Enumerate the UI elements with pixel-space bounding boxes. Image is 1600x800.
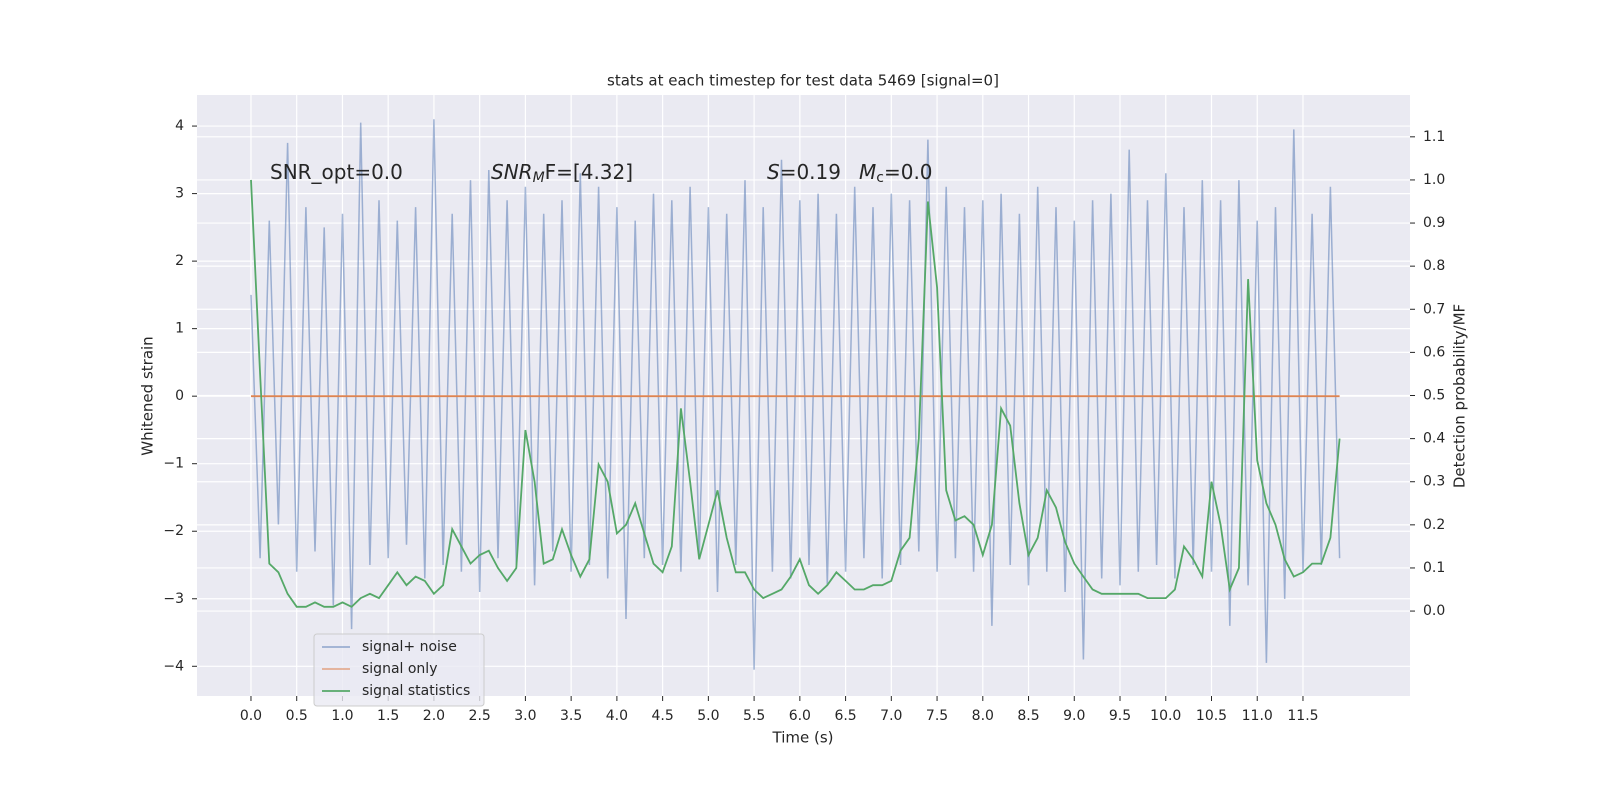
annotation-part: F=[4.32]	[545, 160, 633, 184]
y2-axis-label: Detection probability/MF	[1451, 304, 1469, 488]
y2-tick-label: 0.3	[1423, 474, 1445, 490]
y-axis-label: Whitened strain	[139, 336, 157, 455]
annotation: S=0.19	[767, 160, 841, 184]
x-tick-label: 1.0	[331, 708, 353, 724]
legend-label: signal statistics	[362, 683, 470, 699]
annotation-part: SNR	[491, 160, 533, 184]
y2-tick-label: 0.5	[1423, 388, 1445, 404]
x-tick-label: 11.0	[1242, 708, 1273, 724]
x-tick-label: 10.0	[1150, 708, 1181, 724]
x-tick-label: 5.5	[743, 708, 765, 724]
y2-tick-label: 0.7	[1423, 301, 1445, 317]
x-tick-label: 4.0	[606, 708, 628, 724]
y-tick-label: 0	[175, 388, 184, 404]
x-tick-label: 3.5	[560, 708, 582, 724]
y2-tick-label: 1.1	[1423, 129, 1445, 145]
y2-tick-label: 1.0	[1423, 172, 1445, 188]
x-tick-label: 5.0	[697, 708, 719, 724]
annotation: Mc=0.0	[859, 160, 933, 187]
x-tick-label: 2.0	[423, 708, 445, 724]
y-tick-label: 4	[175, 118, 184, 134]
y2-tick-label: 0.6	[1423, 344, 1445, 360]
x-tick-label: 6.5	[834, 708, 856, 724]
x-tick-label: 8.5	[1017, 708, 1039, 724]
y2-tick-label: 0.4	[1423, 431, 1445, 447]
legend-label: signal only	[362, 661, 437, 677]
y-tick-label: −2	[163, 523, 184, 539]
legend-label: signal+ noise	[362, 639, 457, 655]
annotation-part: =0.19	[780, 160, 841, 184]
y2-tick-label: 0.1	[1423, 560, 1445, 576]
legend-box	[313, 633, 485, 707]
legend: signal+ noise signal only signal statistic…	[313, 633, 485, 707]
annotation-part: M	[859, 160, 876, 184]
x-tick-label: 0.0	[240, 708, 262, 724]
series-line	[250, 179, 1341, 608]
x-tick-label: 4.5	[651, 708, 673, 724]
annotation: SNRMF=[4.32]	[491, 160, 633, 187]
x-tick-label: 9.0	[1063, 708, 1085, 724]
annotation-part: c	[876, 170, 884, 186]
x-tick-label: 9.5	[1109, 708, 1131, 724]
y-tick-label: 1	[175, 321, 184, 337]
x-tick-label: 0.5	[286, 708, 308, 724]
x-tick-label: 3.0	[514, 708, 536, 724]
series-line	[250, 119, 1341, 670]
annotation: SNR_opt=0.0	[270, 160, 403, 184]
y-tick-label: 3	[175, 186, 184, 202]
x-tick-label: 1.5	[377, 708, 399, 724]
x-tick-label: 7.0	[880, 708, 902, 724]
x-tick-label: 7.5	[926, 708, 948, 724]
annotation-part: S	[767, 160, 780, 184]
y2-tick-label: 0.8	[1423, 258, 1445, 274]
marks	[250, 119, 1341, 670]
y-tick-label: −4	[163, 658, 184, 674]
y2-tick-label: 0.2	[1423, 517, 1445, 533]
annotation-part: SNR_opt=0.0	[270, 160, 403, 184]
x-tick-label: 8.0	[972, 708, 994, 724]
annotation-part: M	[533, 170, 545, 186]
y-tick-label: −1	[163, 456, 184, 472]
y2-tick-label: 0.9	[1423, 215, 1445, 231]
chart-title: stats at each timestep for test data 546…	[607, 72, 999, 90]
y2-tick-label: 0.0	[1423, 603, 1445, 619]
x-tick-label: 2.5	[469, 708, 491, 724]
x-tick-label: 10.5	[1196, 708, 1227, 724]
annotation-part: =0.0	[884, 160, 933, 184]
y-tick-label: 2	[175, 253, 184, 269]
x-tick-label: 6.0	[789, 708, 811, 724]
y-tick-label: −3	[163, 591, 184, 607]
x-tick-label: 11.5	[1287, 708, 1318, 724]
x-axis-label: Time (s)	[772, 729, 834, 747]
